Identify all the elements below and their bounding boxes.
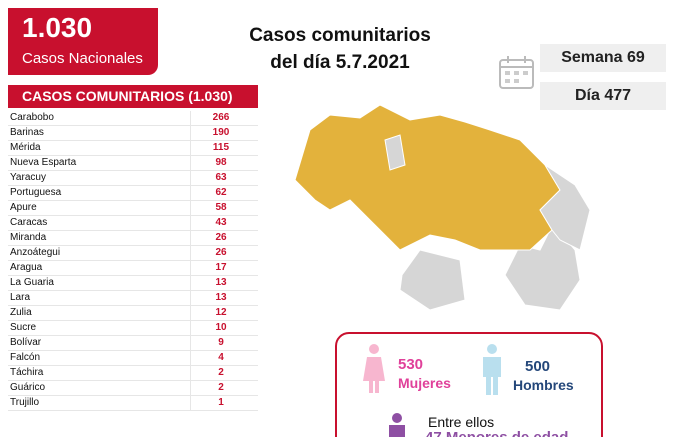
state-cases: 2 xyxy=(190,381,251,395)
state-cases: 2 xyxy=(190,366,251,380)
state-cases: 190 xyxy=(190,126,251,140)
national-label: Casos Nacionales xyxy=(22,50,143,67)
state-cases: 63 xyxy=(190,171,251,185)
state-name: Bolívar xyxy=(10,337,42,348)
state-cases: 13 xyxy=(190,291,251,305)
map xyxy=(294,104,591,311)
state-name: Zulia xyxy=(10,307,32,318)
minors: 47 Menores de edad xyxy=(425,429,568,437)
women-label: Mujeres xyxy=(398,375,451,391)
state-cases: 98 xyxy=(190,156,251,170)
table-row: Lara 13 xyxy=(8,291,258,306)
state-name: Barinas xyxy=(10,127,44,138)
state-cases: 1 xyxy=(190,396,251,410)
state-name: Apure xyxy=(10,202,37,213)
table-row: Barinas 190 xyxy=(8,126,258,141)
state-cases: 115 xyxy=(190,141,251,155)
state-name: La Guaria xyxy=(10,277,54,288)
state-cases: 13 xyxy=(190,276,251,290)
gender-box xyxy=(335,332,603,437)
state-cases: 17 xyxy=(190,261,251,275)
table-row: Mérida 115 xyxy=(8,141,258,156)
table-row: Caracas 43 xyxy=(8,216,258,231)
table-row: Yaracuy 63 xyxy=(8,171,258,186)
state-cases: 266 xyxy=(190,111,251,125)
state-name: Anzoátegui xyxy=(10,247,61,258)
men-count: 500 xyxy=(525,358,551,375)
title-line: Casos comunitarios xyxy=(249,25,431,46)
state-name: Mérida xyxy=(10,142,41,153)
national-box: 1.030 Casos Nacionales xyxy=(8,8,158,75)
state-cases: 58 xyxy=(190,201,251,215)
state-name: Caracas xyxy=(10,217,48,228)
state-name: Portuguesa xyxy=(10,187,62,198)
state-name: Falcón xyxy=(10,352,41,363)
state-cases: 4 xyxy=(190,351,251,365)
table-row: Carabobo 266 xyxy=(8,111,258,126)
table-row: Bolívar 9 xyxy=(8,336,258,351)
state-cases: 26 xyxy=(190,231,251,245)
table-row: Táchira 2 xyxy=(8,366,258,381)
state-name: Trujillo xyxy=(10,397,40,408)
table: Carabobo 266 Barinas 190 Mérida 115 Nueva Espa… xyxy=(8,111,258,411)
table-row: Sucre 10 xyxy=(8,321,258,336)
state-name: Yaracuy xyxy=(10,172,46,183)
men-label: Hombres xyxy=(513,377,574,393)
state-cases: 43 xyxy=(190,216,251,230)
week: Semana 69 xyxy=(540,44,666,72)
state-name: Táchira xyxy=(10,367,44,378)
among-label: Entre ellos xyxy=(428,414,495,430)
state-name: Guárico xyxy=(10,382,46,393)
state-name: Lara xyxy=(10,292,31,303)
table-row: La Guaria 13 xyxy=(8,276,258,291)
male-icon xyxy=(483,344,501,395)
state-name: Carabobo xyxy=(10,112,54,123)
national-total: 1.030 xyxy=(22,12,93,43)
table-row: Portuguesa 62 xyxy=(8,186,258,201)
state-name: Sucre xyxy=(10,322,37,333)
state-name: Nueva Esparta xyxy=(10,157,77,168)
table-row: Falcón 4 xyxy=(8,351,258,366)
day: Día 477 xyxy=(540,82,666,110)
title: Casos comunitarios del día 5.7.2021 xyxy=(225,22,455,76)
state-cases: 12 xyxy=(190,306,251,320)
calendar-icon xyxy=(499,56,534,89)
state-name: Aragua xyxy=(10,262,43,273)
table-row: Zulia 12 xyxy=(8,306,258,321)
state-name: Miranda xyxy=(10,232,47,243)
table-row: Anzoátegui 26 xyxy=(8,246,258,261)
table-title: CASOS COMUNITARIOS (1.030) xyxy=(8,85,258,108)
female-icon xyxy=(363,344,385,393)
table-row: Miranda 26 xyxy=(8,231,258,246)
state-cases: 26 xyxy=(190,246,251,260)
state-cases: 9 xyxy=(190,336,251,350)
title-line: del día 5.7.2021 xyxy=(270,52,410,73)
table-row: Apure 58 xyxy=(8,201,258,216)
table-row: Aragua 17 xyxy=(8,261,258,276)
women-count: 530 xyxy=(398,356,424,373)
table-row: Trujillo 1 xyxy=(8,396,258,411)
table-row: Nueva Esparta 98 xyxy=(8,156,258,171)
state-cases: 62 xyxy=(190,186,251,200)
table-row: Guárico 2 xyxy=(8,381,258,396)
state-cases: 10 xyxy=(190,321,251,335)
minor-icon xyxy=(389,413,405,437)
